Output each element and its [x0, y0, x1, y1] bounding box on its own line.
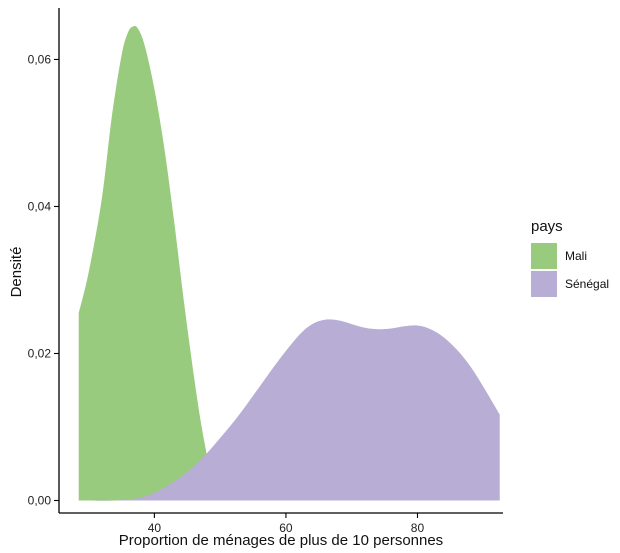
x-ticks: 40 60 80: [148, 513, 425, 535]
x-tick-label: 80: [411, 521, 425, 535]
density-area-senegal: [78, 319, 500, 501]
y-tick-label: 0,00: [28, 494, 52, 508]
plot-series: [78, 25, 500, 501]
y-tick-label: 0,02: [28, 346, 52, 360]
x-axis-title: Proportion de ménages de plus de 10 pers…: [119, 532, 443, 549]
x-tick-label: 60: [279, 521, 293, 535]
x-tick-label: 40: [148, 521, 162, 535]
legend-label: Mali: [565, 249, 587, 263]
legend-title: pays: [531, 218, 563, 235]
axes: [58, 8, 503, 514]
legend-swatch: [531, 243, 557, 269]
legend-swatch: [531, 271, 557, 297]
y-tick-label: 0,04: [28, 199, 52, 213]
y-tick-label: 0,06: [28, 52, 52, 66]
y-axis-title: Densité: [8, 247, 25, 298]
legend-entries: Mali Sénégal: [531, 243, 609, 297]
y-ticks: 0,00 0,02 0,04 0,06: [28, 52, 59, 508]
legend: pays Mali Sénégal: [531, 218, 609, 297]
legend-label: Sénégal: [565, 277, 609, 291]
density-area-mali: [78, 25, 214, 501]
